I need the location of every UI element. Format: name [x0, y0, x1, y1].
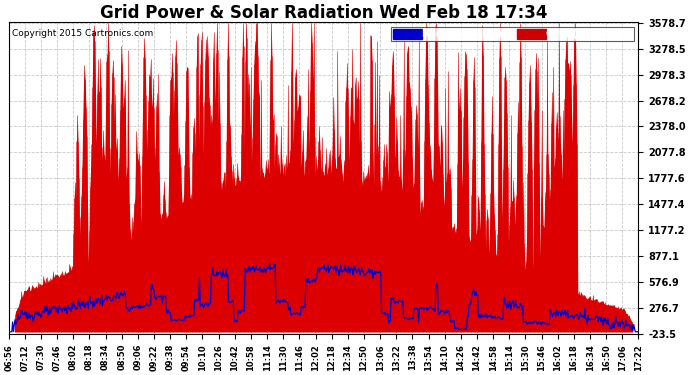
- Text: Copyright 2015 Cartronics.com: Copyright 2015 Cartronics.com: [12, 28, 153, 38]
- Title: Grid Power & Solar Radiation Wed Feb 18 17:34: Grid Power & Solar Radiation Wed Feb 18 …: [100, 4, 547, 22]
- Legend: Radiation (w/m2), Grid (AC Watts): Radiation (w/m2), Grid (AC Watts): [391, 27, 633, 41]
